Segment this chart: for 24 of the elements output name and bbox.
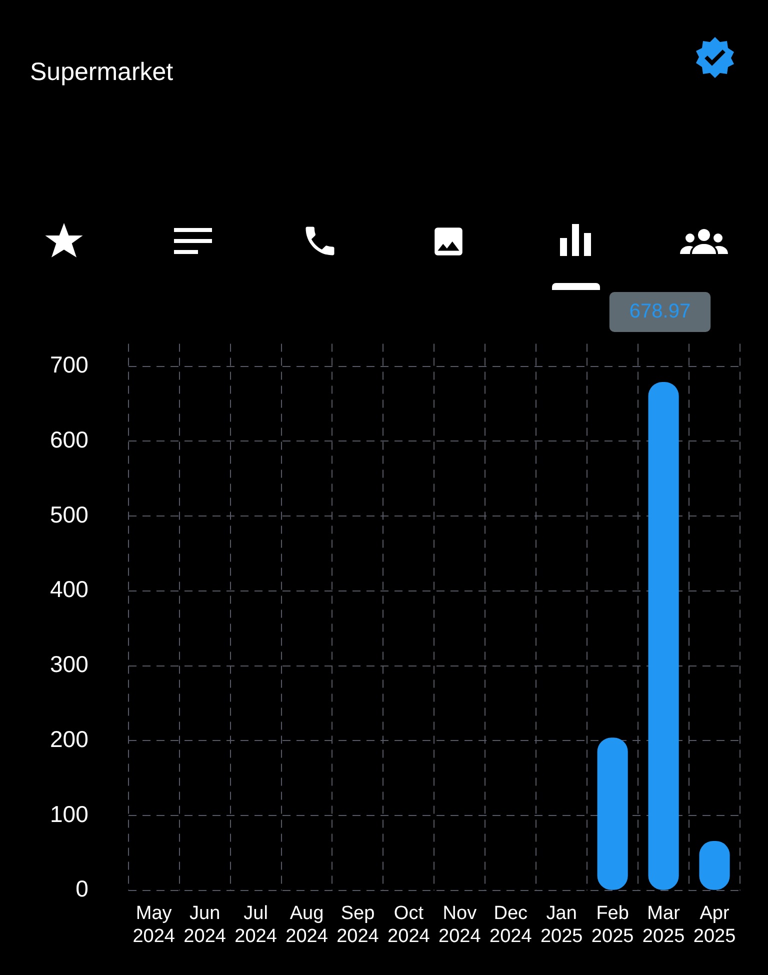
y-tick-label: 300: [50, 651, 88, 678]
y-tick-label: 200: [50, 726, 88, 752]
y-tick-label: 400: [50, 576, 88, 602]
x-tick-label: Aug 2024: [286, 903, 328, 947]
y-tick-label: 500: [50, 501, 88, 528]
x-tick-label: Jan 2025: [540, 903, 583, 947]
x-tick-label: Dec 2024: [490, 903, 532, 947]
y-tick-label: 700: [50, 352, 88, 378]
x-tick-label: Jun 2024: [184, 903, 226, 947]
x-tick-label: Apr 2025: [693, 903, 736, 947]
x-tick-label: Oct 2024: [388, 903, 430, 947]
bar: [648, 382, 679, 890]
x-tick-label: Feb 2025: [591, 903, 634, 947]
y-tick-label: 100: [50, 800, 88, 827]
text: 678.97: [629, 300, 691, 323]
x-tick-label: May 2024: [132, 903, 176, 947]
x-tick-label: Mar 2025: [642, 903, 685, 947]
x-tick-label: Jul 2024: [234, 903, 278, 947]
y-tick-label: 0: [76, 876, 88, 902]
x-tick-label: Sep 2024: [336, 903, 380, 947]
y-tick-label: 600: [50, 426, 88, 452]
x-tick-label: Nov 2024: [438, 903, 482, 947]
bar: [597, 738, 628, 890]
chart-title: Supermarket: [30, 58, 174, 87]
